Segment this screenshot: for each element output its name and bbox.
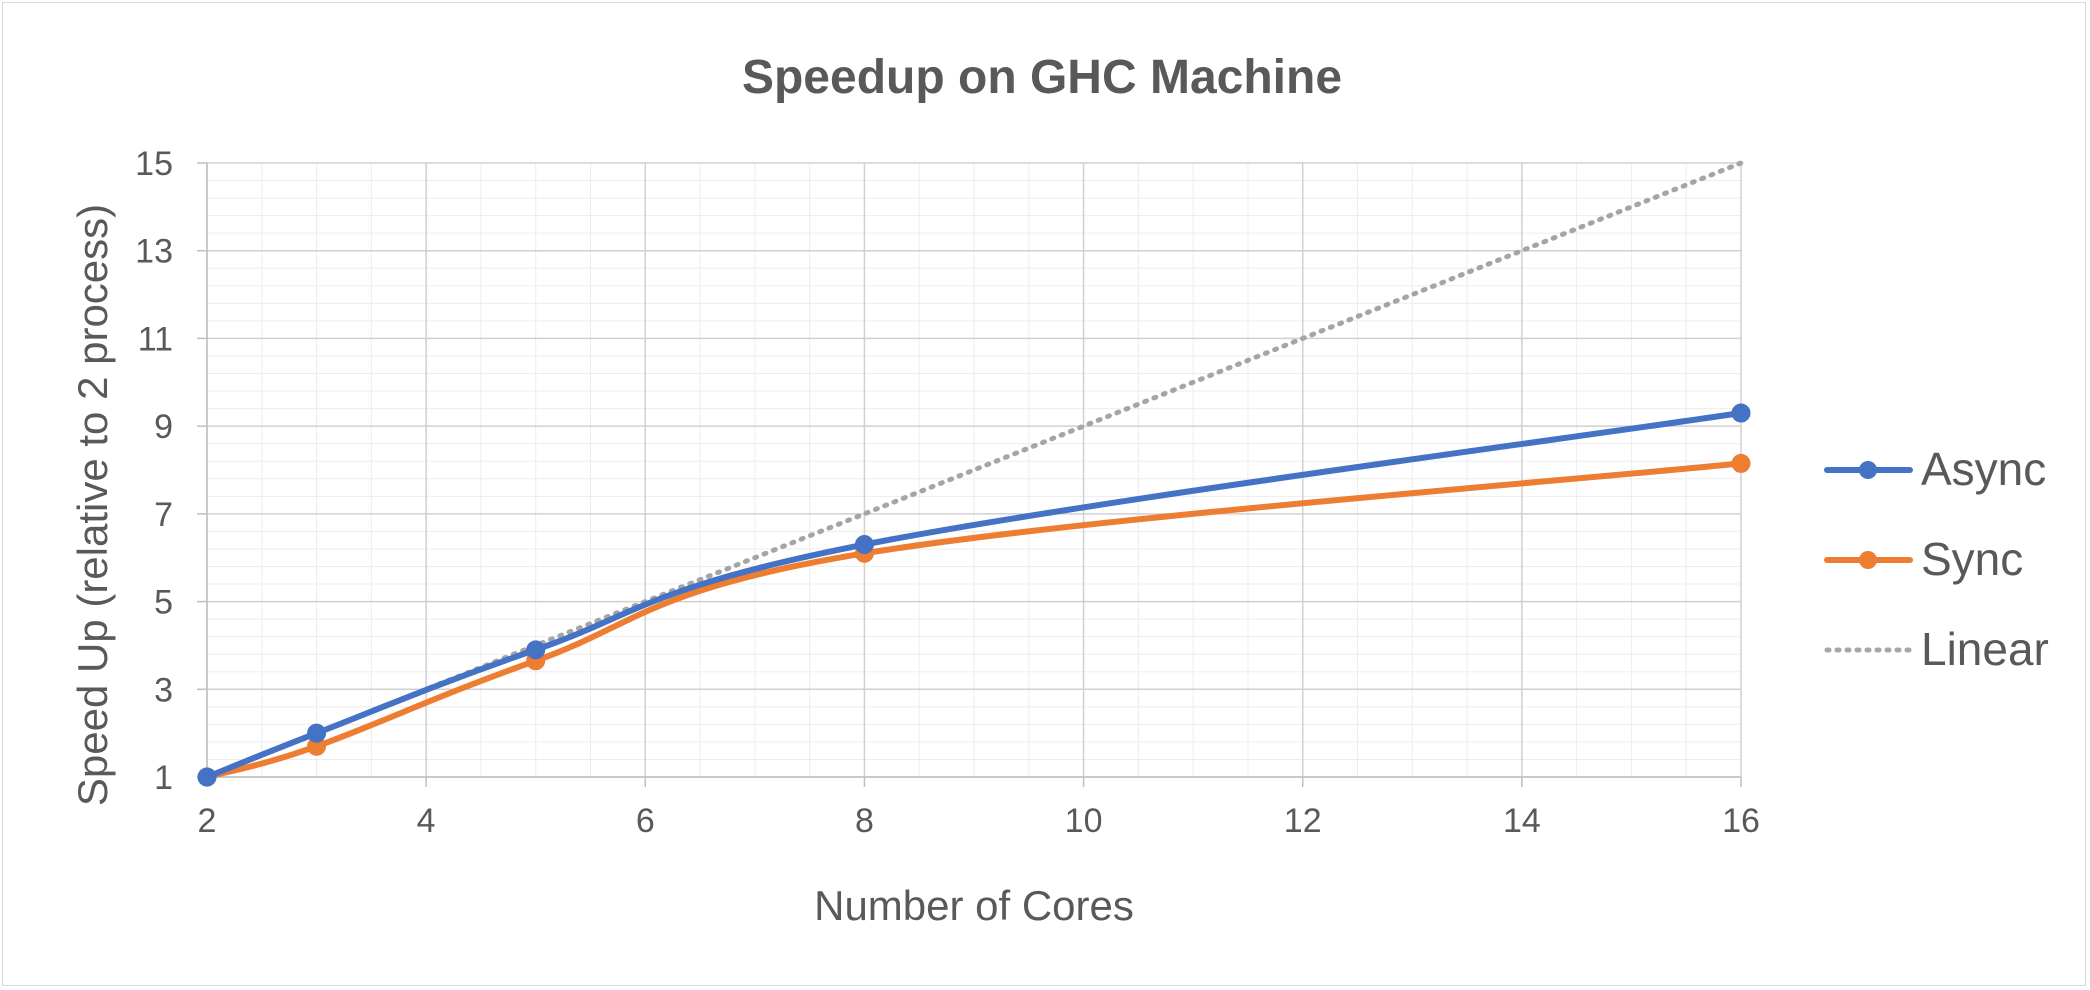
x-tick-label: 16 [1722,802,1760,840]
y-axis-label: Speed Up (relative to 2 process) [69,204,116,806]
x-tick-label: 4 [417,802,436,840]
x-tick-label: 10 [1065,802,1103,840]
data-point-sync [1731,453,1751,473]
legend-item-async: Async [1824,443,2046,495]
y-tick-label: 3 [154,671,173,709]
legend-marker-sync [1859,551,1877,569]
legend-label-async: Async [1921,443,2046,495]
x-tick-label: 12 [1284,802,1322,840]
x-tick-label: 2 [198,802,217,840]
x-tick-label: 6 [636,802,655,840]
y-tick-label: 13 [135,233,173,271]
y-tick-label: 15 [135,145,173,183]
data-point-async [854,535,874,555]
y-tick-label: 5 [154,584,173,622]
x-tick-label: 8 [855,802,874,840]
legend-item-sync: Sync [1824,533,2023,585]
legend-item-linear: Linear [1824,623,2049,675]
legend: Async Sync Linear [1824,443,2049,675]
legend-marker-async [1859,461,1877,479]
y-tick-label: 9 [154,408,173,446]
data-point-async [526,640,546,660]
data-point-async [197,767,217,787]
y-tick-label: 11 [138,320,173,358]
data-point-async [307,723,327,743]
legend-label-linear: Linear [1921,623,2049,675]
legend-label-sync: Sync [1921,533,2023,585]
series-lines [197,160,1751,787]
chart-title: Speedup on GHC Machine [742,51,1342,104]
series-async [197,403,1751,787]
x-tick-label: 14 [1503,802,1541,840]
x-axis-label: Number of Cores [814,882,1134,929]
data-point-async [1731,403,1751,423]
y-tick-label: 7 [154,496,173,534]
y-tick-label: 1 [154,759,173,797]
